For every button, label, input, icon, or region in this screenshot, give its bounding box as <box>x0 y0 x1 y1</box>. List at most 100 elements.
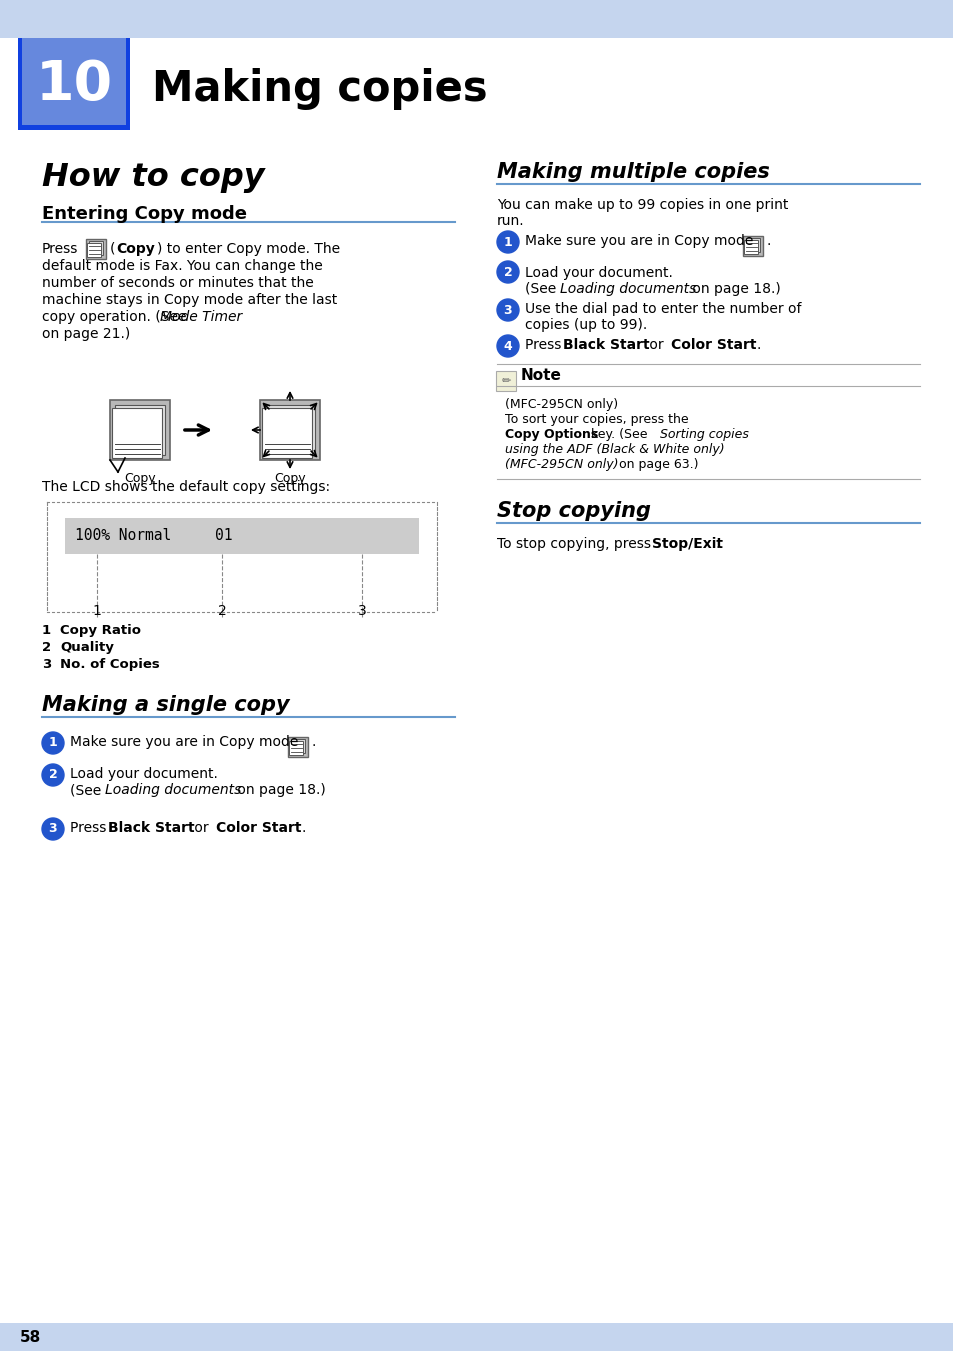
Text: You can make up to 99 copies in one print: You can make up to 99 copies in one prin… <box>497 199 787 212</box>
Text: copy operation. (See: copy operation. (See <box>42 309 191 324</box>
Circle shape <box>42 817 64 840</box>
FancyBboxPatch shape <box>288 738 308 757</box>
FancyBboxPatch shape <box>112 408 162 458</box>
Text: Make sure you are in Copy mode: Make sure you are in Copy mode <box>70 735 298 748</box>
Text: on page 63.): on page 63.) <box>615 458 698 471</box>
Text: (MFC-295CN only): (MFC-295CN only) <box>504 458 618 471</box>
Text: Mode Timer: Mode Timer <box>160 309 242 324</box>
Text: Copy: Copy <box>116 242 154 255</box>
Text: Entering Copy mode: Entering Copy mode <box>42 205 247 223</box>
Text: run.: run. <box>497 213 524 228</box>
Text: key. (See: key. (See <box>586 428 651 440</box>
Text: on page 18.): on page 18.) <box>687 282 780 296</box>
FancyBboxPatch shape <box>115 405 165 455</box>
Text: (: ( <box>110 242 115 255</box>
FancyBboxPatch shape <box>22 38 126 126</box>
Circle shape <box>497 299 518 322</box>
Text: Making a single copy: Making a single copy <box>42 694 290 715</box>
Text: .: . <box>312 735 316 748</box>
Text: Color Start: Color Start <box>215 821 301 835</box>
Text: Black Start: Black Start <box>562 338 649 353</box>
FancyBboxPatch shape <box>87 243 101 257</box>
Text: 3: 3 <box>49 823 57 835</box>
Text: Stop copying: Stop copying <box>497 501 650 521</box>
Circle shape <box>42 765 64 786</box>
Text: copies (up to 99).: copies (up to 99). <box>524 317 646 332</box>
Text: 1: 1 <box>92 604 101 617</box>
Text: ) to enter Copy mode. The: ) to enter Copy mode. The <box>157 242 340 255</box>
Text: (See: (See <box>70 784 106 797</box>
Text: Making multiple copies: Making multiple copies <box>497 162 769 182</box>
Text: Loading documents: Loading documents <box>105 784 241 797</box>
Text: Sorting copies: Sorting copies <box>659 428 748 440</box>
FancyBboxPatch shape <box>289 740 303 755</box>
Text: To sort your copies, press the: To sort your copies, press the <box>504 413 688 426</box>
Text: machine stays in Copy mode after the last: machine stays in Copy mode after the las… <box>42 293 337 307</box>
Text: How to copy: How to copy <box>42 162 264 193</box>
Text: Copy: Copy <box>274 471 306 485</box>
Text: Note: Note <box>520 367 561 382</box>
Text: Press: Press <box>70 821 111 835</box>
Text: 100% Normal     01: 100% Normal 01 <box>75 528 233 543</box>
Text: Stop/Exit: Stop/Exit <box>651 536 722 551</box>
FancyBboxPatch shape <box>0 38 953 130</box>
Text: No. of Copies: No. of Copies <box>60 658 159 671</box>
Text: on page 21.): on page 21.) <box>42 327 131 340</box>
Text: Copy Options: Copy Options <box>504 428 598 440</box>
Text: Make sure you are in Copy mode: Make sure you are in Copy mode <box>524 234 753 249</box>
FancyBboxPatch shape <box>89 240 103 255</box>
Text: ✏: ✏ <box>500 376 510 386</box>
Text: Copy Ratio: Copy Ratio <box>60 624 141 638</box>
Text: 2: 2 <box>217 604 226 617</box>
Text: 1: 1 <box>503 235 512 249</box>
Text: default mode is Fax. You can change the: default mode is Fax. You can change the <box>42 259 322 273</box>
Text: .: . <box>757 338 760 353</box>
Text: Copy: Copy <box>124 471 155 485</box>
Text: or: or <box>644 338 667 353</box>
Text: or: or <box>190 821 213 835</box>
Text: Press: Press <box>42 242 78 255</box>
FancyBboxPatch shape <box>260 400 319 459</box>
Circle shape <box>497 261 518 282</box>
Text: .: . <box>716 536 720 551</box>
Text: Press: Press <box>524 338 565 353</box>
Circle shape <box>497 335 518 357</box>
Text: 10: 10 <box>35 58 112 112</box>
FancyBboxPatch shape <box>110 400 170 459</box>
Text: number of seconds or minutes that the: number of seconds or minutes that the <box>42 276 314 290</box>
FancyBboxPatch shape <box>86 239 106 259</box>
FancyBboxPatch shape <box>0 1323 953 1351</box>
Text: .: . <box>766 234 771 249</box>
Circle shape <box>42 732 64 754</box>
Text: 1: 1 <box>49 736 57 750</box>
Text: 58: 58 <box>19 1329 41 1344</box>
Text: .: . <box>302 821 306 835</box>
Text: Black Start: Black Start <box>108 821 194 835</box>
FancyBboxPatch shape <box>743 240 758 254</box>
FancyBboxPatch shape <box>265 405 314 455</box>
Text: (MFC-295CN only): (MFC-295CN only) <box>504 399 618 411</box>
Text: To stop copying, press: To stop copying, press <box>497 536 655 551</box>
FancyBboxPatch shape <box>291 739 305 753</box>
Text: The LCD shows the default copy settings:: The LCD shows the default copy settings: <box>42 480 330 494</box>
Text: 3: 3 <box>503 304 512 316</box>
Text: 1: 1 <box>42 624 51 638</box>
FancyBboxPatch shape <box>496 372 516 390</box>
Circle shape <box>497 231 518 253</box>
Text: Load your document.: Load your document. <box>70 767 217 781</box>
Text: 3: 3 <box>42 658 51 671</box>
Text: Use the dial pad to enter the number of: Use the dial pad to enter the number of <box>524 303 801 316</box>
Text: 3: 3 <box>357 604 366 617</box>
Text: Making copies: Making copies <box>152 68 487 109</box>
Text: 2: 2 <box>49 769 57 781</box>
Text: Quality: Quality <box>60 640 113 654</box>
FancyBboxPatch shape <box>262 408 312 458</box>
Text: 2: 2 <box>42 640 51 654</box>
FancyBboxPatch shape <box>742 236 762 255</box>
FancyBboxPatch shape <box>65 517 418 554</box>
Text: using the ADF (Black & White only): using the ADF (Black & White only) <box>504 443 724 457</box>
Text: Color Start: Color Start <box>670 338 756 353</box>
Text: 4: 4 <box>503 339 512 353</box>
Text: 2: 2 <box>503 266 512 278</box>
Text: Loading documents: Loading documents <box>559 282 696 296</box>
